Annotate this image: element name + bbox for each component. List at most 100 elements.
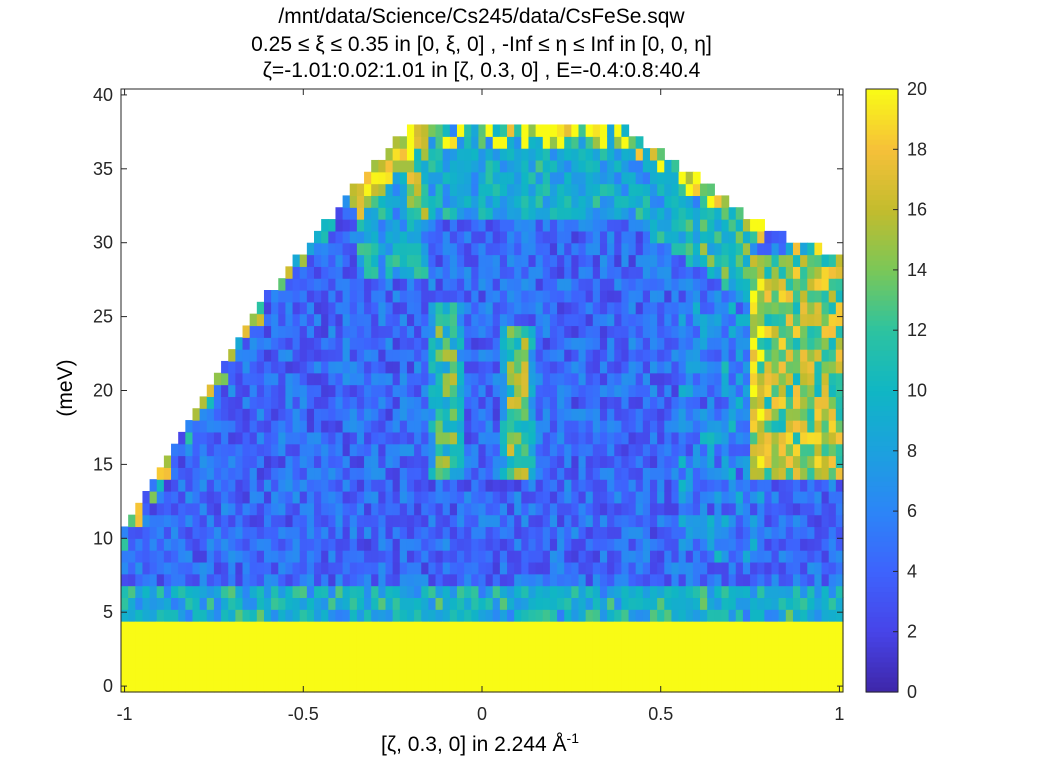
heatmap-cell: [649, 644, 658, 658]
heatmap-cell: [142, 573, 151, 587]
heatmap-cell: [735, 561, 744, 575]
heatmap-cell: [771, 479, 780, 492]
heatmap-cell: [414, 372, 422, 386]
heatmap-cell: [492, 242, 501, 256]
heatmap-cell: [528, 502, 537, 516]
heatmap-cell: [792, 396, 801, 409]
heatmap-cell: [628, 561, 637, 575]
heatmap-cell: [378, 514, 387, 528]
heatmap-cell: [657, 171, 665, 185]
heatmap-cell: [456, 360, 465, 374]
heatmap-cell: [599, 254, 608, 267]
heatmap-cell: [499, 183, 508, 197]
heatmap-cell: [121, 573, 129, 587]
heatmap-cell: [464, 183, 472, 197]
heatmap-cell: [256, 431, 265, 445]
heatmap-cell: [285, 656, 294, 669]
heatmap-cell: [414, 148, 422, 161]
heatmap-cell: [478, 230, 487, 244]
heatmap-cell: [785, 349, 794, 362]
heatmap-cell: [528, 349, 537, 362]
heatmap-cell: [342, 372, 351, 386]
heatmap-cell: [707, 455, 715, 468]
heatmap-cell: [592, 301, 601, 315]
heatmap-cell: [771, 325, 780, 338]
heatmap-cell: [414, 621, 422, 634]
heatmap-cell: [835, 656, 844, 669]
heatmap-cell: [428, 550, 437, 563]
heatmap-cell: [514, 479, 522, 492]
heatmap-cell: [814, 538, 823, 551]
heatmap-cell: [292, 609, 301, 622]
heatmap-cell: [442, 230, 451, 244]
heatmap-cell: [442, 219, 451, 232]
heatmap-cell: [306, 597, 315, 610]
heatmap-cell: [692, 360, 701, 374]
heatmap-cell: [471, 266, 480, 279]
colorbar-segment: [866, 395, 898, 402]
heatmap-cell: [149, 479, 158, 492]
heatmap-cell: [335, 420, 344, 433]
heatmap-cell: [671, 443, 680, 457]
heatmap-cell: [406, 183, 415, 197]
heatmap-cell: [585, 573, 594, 587]
heatmap-cell: [321, 443, 329, 457]
heatmap-cell: [807, 408, 816, 421]
heatmap-cell: [292, 467, 301, 480]
heatmap-cell: [564, 230, 572, 244]
heatmap-cell: [628, 668, 637, 681]
heatmap-cell: [628, 680, 637, 693]
heatmap-cell: [449, 632, 458, 646]
heatmap-cell: [256, 384, 265, 398]
heatmap-cell: [292, 514, 301, 528]
heatmap-cell: [464, 479, 472, 492]
heatmap-cell: [557, 301, 565, 315]
heatmap-cell: [406, 195, 415, 208]
heatmap-cell: [614, 656, 622, 669]
heatmap-cell: [499, 408, 508, 421]
heatmap-cell: [228, 680, 236, 693]
heatmap-cell: [585, 219, 594, 232]
heatmap-cell: [757, 313, 765, 327]
heatmap-cell: [299, 325, 308, 338]
heatmap-cell: [664, 668, 673, 681]
heatmap-cell: [678, 219, 687, 232]
colorbar-segment: [866, 174, 898, 181]
heatmap-cell: [721, 467, 730, 480]
heatmap-cell: [542, 325, 551, 338]
heatmap-cell: [356, 219, 365, 232]
heatmap-cell: [735, 668, 744, 681]
heatmap-cell: [628, 656, 637, 669]
heatmap-cell: [742, 360, 751, 374]
colorbar-segment: [866, 480, 898, 487]
heatmap-cell: [414, 337, 422, 350]
heatmap-cell: [349, 278, 358, 291]
heatmap-cell: [163, 455, 172, 468]
heatmap-cell: [249, 360, 258, 374]
heatmap-cell: [221, 491, 229, 504]
heatmap-cell: [128, 680, 136, 693]
heatmap-cell: [507, 573, 515, 587]
heatmap-cell: [835, 337, 844, 350]
heatmap-cell: [278, 325, 287, 338]
heatmap-cell: [499, 195, 508, 208]
heatmap-cell: [471, 301, 480, 315]
heatmap-cell: [485, 609, 494, 622]
heatmap-cell: [213, 632, 222, 646]
heatmap-cell: [278, 668, 287, 681]
heatmap-cell: [728, 668, 737, 681]
heatmap-cell: [285, 621, 294, 634]
heatmap-cell: [628, 148, 637, 161]
heatmap-cell: [507, 301, 515, 315]
heatmap-cell: [356, 207, 365, 220]
heatmap-cell: [578, 278, 587, 291]
heatmap-cell: [578, 313, 587, 327]
heatmap-cell: [349, 420, 358, 433]
heatmap-cell: [807, 561, 816, 575]
heatmap-cell: [707, 408, 715, 421]
heatmap-cell: [549, 597, 558, 610]
heatmap-cell: [428, 420, 437, 433]
heatmap-cell: [392, 632, 401, 646]
heatmap-cell: [571, 266, 580, 279]
heatmap-cell: [364, 443, 372, 457]
